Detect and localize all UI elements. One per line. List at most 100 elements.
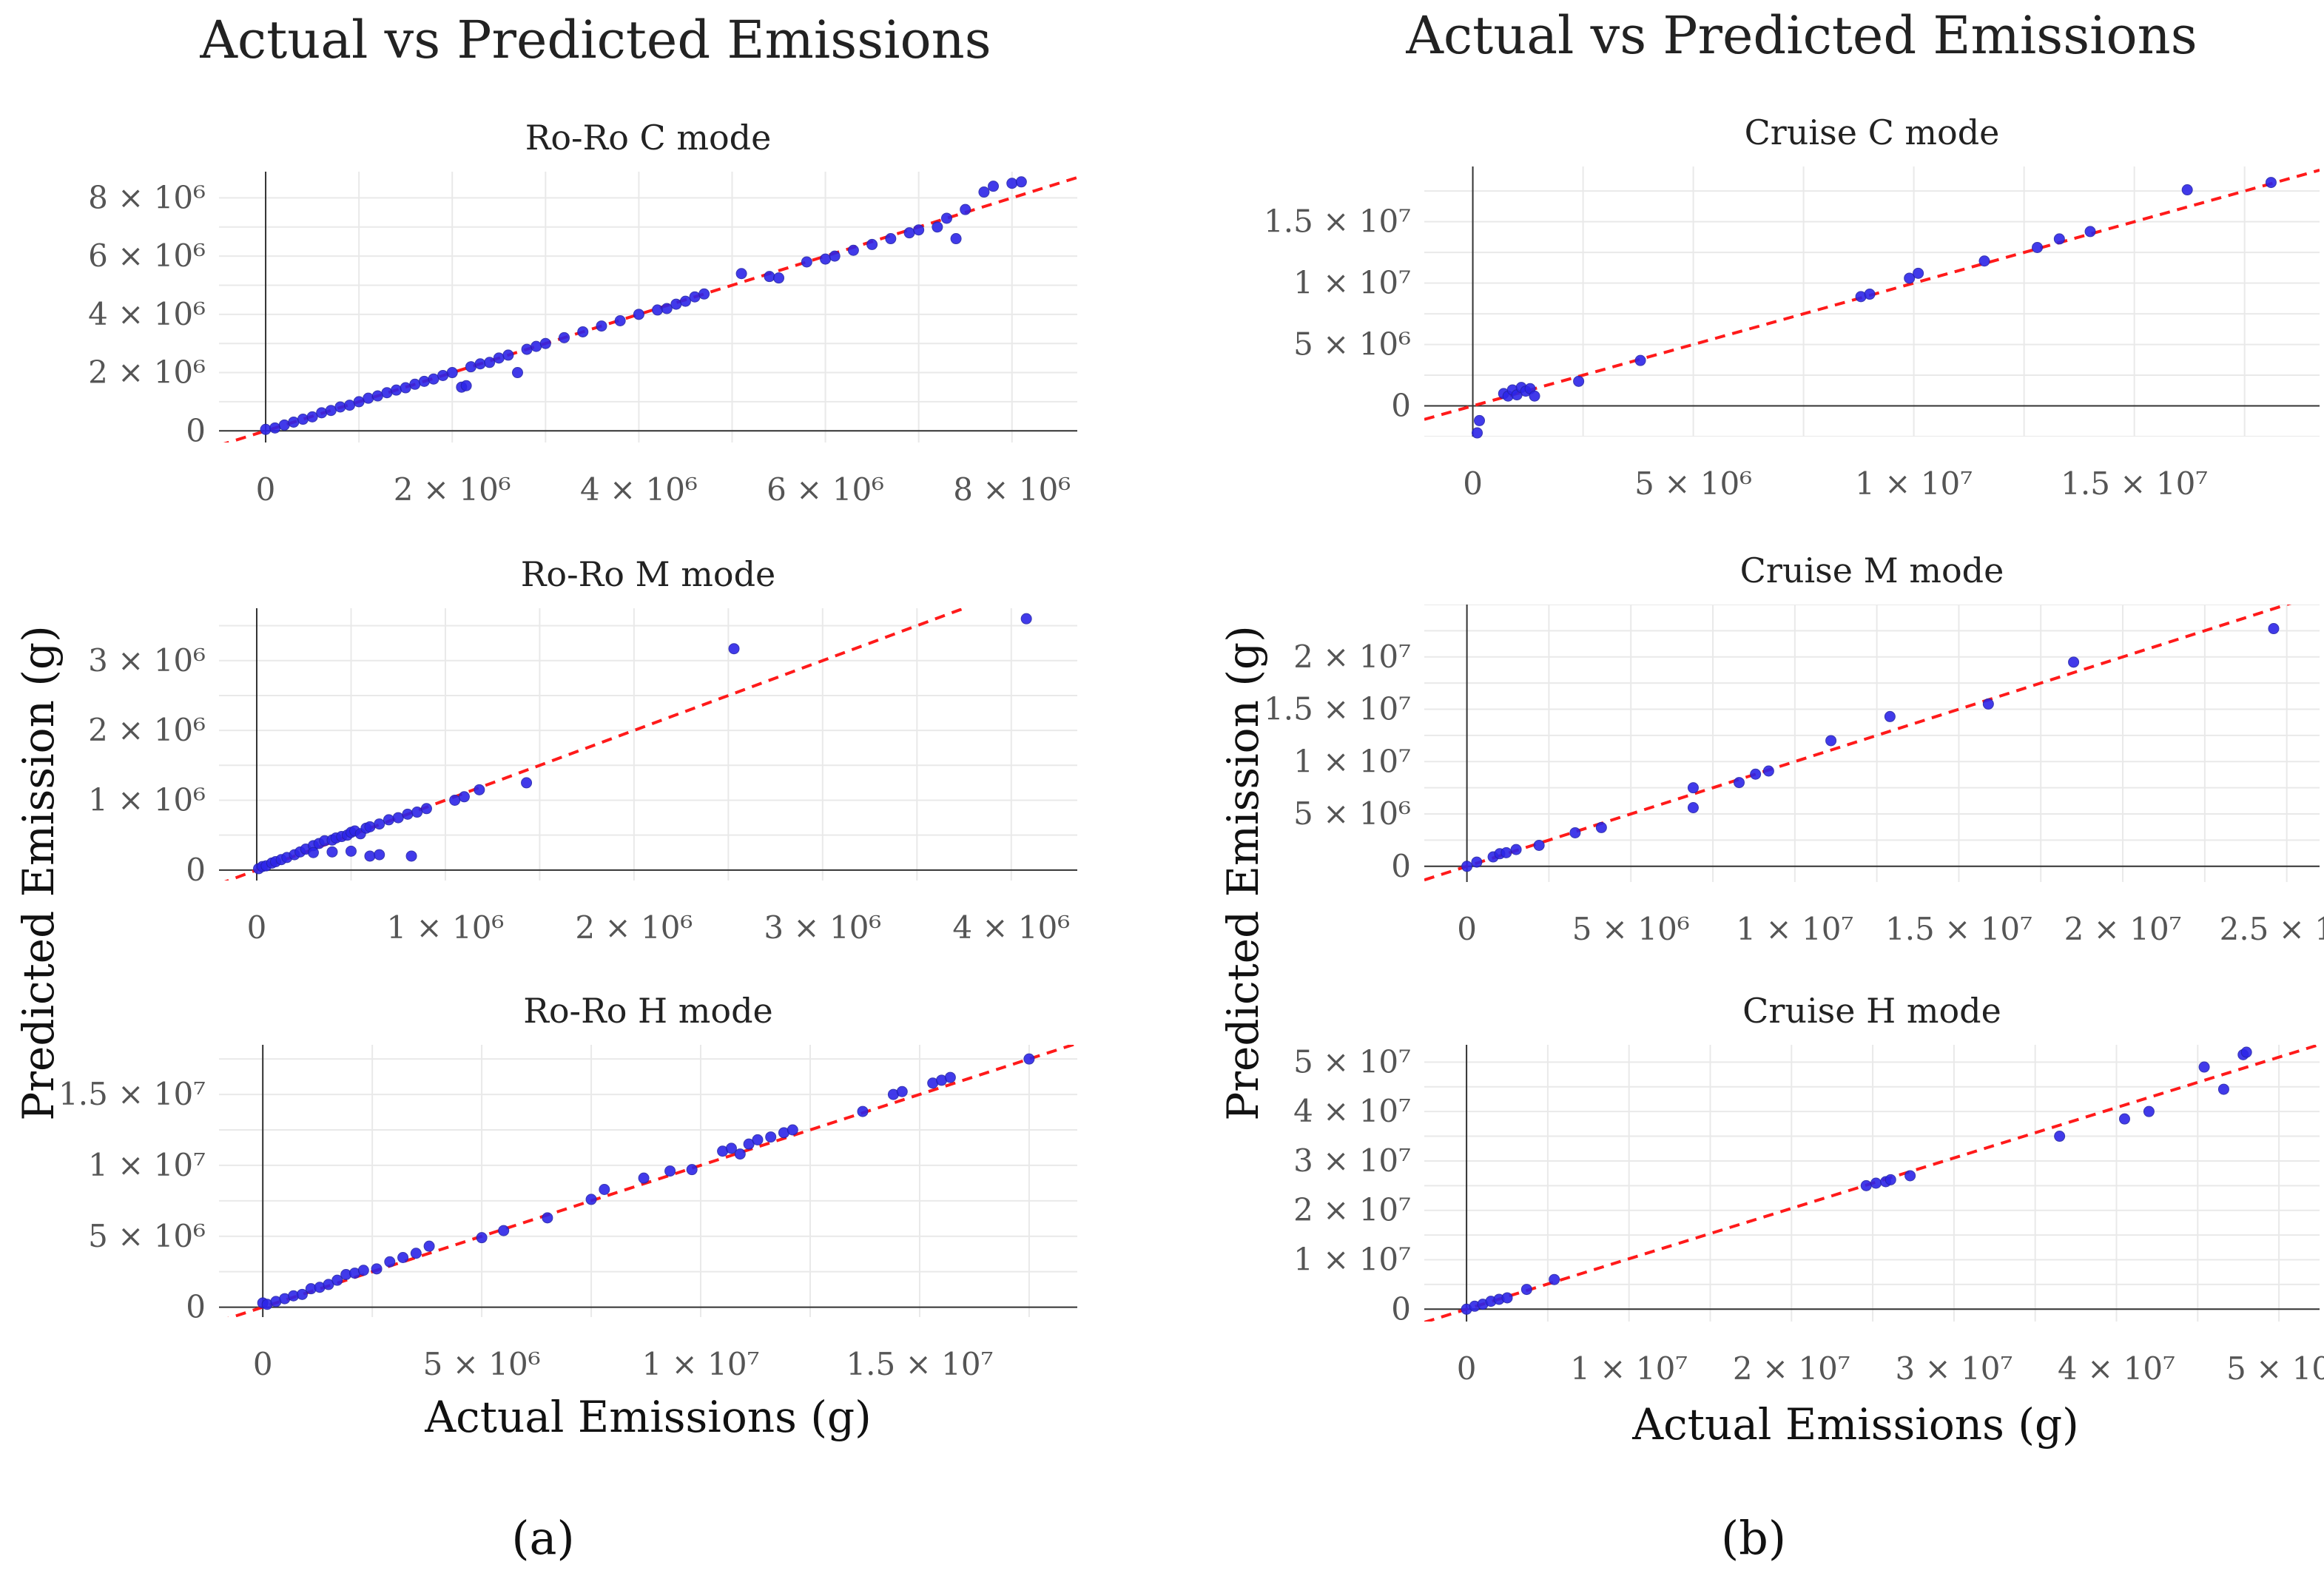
- y-tick-label: 1.5 × 10⁷: [1264, 203, 1411, 240]
- data-point: [1904, 272, 1916, 284]
- x-tick-label: 1.5 × 10⁷: [2061, 465, 2208, 502]
- y-tick-label: 1 × 10⁷: [1293, 265, 1411, 301]
- y-tick-label: 3 × 10⁶: [88, 642, 206, 679]
- x-tick-label: 5 × 10⁶: [1572, 911, 1690, 947]
- data-point: [296, 1288, 308, 1300]
- data-point: [2143, 1105, 2155, 1117]
- data-point: [633, 309, 644, 320]
- data-point: [364, 850, 376, 862]
- panel-cruise-c: Cruise C mode 0 5 × 10⁶ 1 × 10⁷ 1.5 × 10⁷ 0 5 …: [1264, 112, 2320, 502]
- x-tick-label: 1 × 10⁷: [1570, 1350, 1688, 1387]
- data-point: [1884, 710, 1896, 722]
- data-point: [1978, 255, 1990, 267]
- data-point: [2054, 1131, 2066, 1142]
- data-points: [257, 1053, 1035, 1310]
- y-tick-label: 5 × 10⁶: [88, 1218, 206, 1254]
- data-point: [773, 272, 785, 284]
- panel-roro-h: Ro-Ro H mode 0 5 × 10⁶ 1 × 10⁷ 1.5 × 10⁷ 0 5 ×…: [58, 991, 1077, 1382]
- data-point: [446, 367, 458, 379]
- data-point: [1885, 1174, 1896, 1185]
- data-point: [978, 186, 990, 198]
- left-y-axis-title: Predicted Emission (g): [13, 625, 64, 1121]
- data-point: [670, 298, 682, 310]
- data-point: [787, 1124, 798, 1136]
- data-points: [1461, 1046, 2252, 1315]
- data-point: [260, 423, 272, 435]
- data-point: [2053, 233, 2065, 245]
- y-tick-label: 5 × 10⁷: [1293, 1043, 1411, 1080]
- data-point: [1006, 178, 1018, 189]
- data-point: [423, 1240, 435, 1252]
- data-point: [913, 224, 925, 236]
- x-tick-label: 4 × 10⁶: [952, 909, 1070, 946]
- data-point: [1913, 267, 1924, 279]
- panel-roro-m: Ro-Ro M mode 0 1 × 10⁶ 2 × 10⁶ 3 × 10⁶ 4 × 10…: [88, 554, 1077, 946]
- x-tick-label: 6 × 10⁶: [767, 471, 884, 508]
- data-point: [1549, 1273, 1560, 1285]
- data-point: [391, 384, 403, 396]
- data-point: [316, 407, 328, 419]
- data-point: [940, 212, 952, 224]
- data-point: [460, 380, 472, 391]
- panel-title: Cruise C mode: [1745, 112, 2000, 152]
- data-point: [2198, 1061, 2210, 1073]
- data-point: [2032, 242, 2044, 253]
- data-point: [847, 244, 859, 256]
- data-point: [484, 357, 496, 368]
- data-point: [1529, 390, 1540, 402]
- data-point: [577, 326, 589, 337]
- data-point: [857, 1105, 869, 1117]
- y-tick-label: 1.5 × 10⁷: [58, 1076, 206, 1112]
- data-point: [428, 373, 439, 385]
- x-tick-label: 0: [256, 471, 276, 508]
- data-point: [502, 349, 514, 361]
- y-tick-label: 1 × 10⁷: [88, 1147, 206, 1183]
- data-point: [2181, 184, 2193, 196]
- data-point: [521, 777, 533, 789]
- x-tick-label: 4 × 10⁷: [2058, 1350, 2175, 1387]
- data-point: [960, 203, 971, 215]
- data-point: [1461, 861, 1473, 872]
- right-subfigure-label: (b): [1721, 1511, 1786, 1565]
- data-point: [334, 401, 346, 413]
- data-point: [903, 227, 915, 239]
- data-point: [325, 405, 337, 417]
- x-tick-label: 3 × 10⁶: [764, 909, 881, 946]
- data-point: [585, 1194, 597, 1205]
- data-point: [511, 367, 523, 379]
- x-tick-label: 1 × 10⁷: [642, 1346, 760, 1382]
- x-tick-label: 0: [1463, 465, 1483, 502]
- data-point: [269, 422, 281, 434]
- y-tick-label: 8 × 10⁶: [88, 179, 206, 215]
- data-point: [1762, 765, 1774, 777]
- data-point: [728, 643, 740, 655]
- data-point: [331, 1274, 343, 1286]
- x-tick-label: 5 × 10: [2226, 1350, 2324, 1387]
- data-point: [1472, 427, 1483, 439]
- data-point: [1569, 827, 1581, 838]
- right-y-axis-title: Predicted Emission (g): [1218, 625, 1268, 1121]
- data-point: [661, 303, 673, 314]
- data-point: [410, 1248, 422, 1259]
- data-point: [326, 846, 338, 858]
- y-tick-label: 4 × 10⁷: [1293, 1093, 1411, 1129]
- x-tick-label: 1 × 10⁶: [386, 909, 504, 946]
- data-point: [2265, 177, 2277, 189]
- data-point: [734, 1148, 746, 1160]
- data-point: [2068, 656, 2080, 668]
- panel-title: Cruise H mode: [1742, 991, 2001, 1031]
- right-x-axis-title: Actual Emissions (g): [1631, 1399, 2078, 1450]
- data-point: [1595, 821, 1607, 833]
- data-point: [357, 1265, 369, 1276]
- right-figure-title: Actual vs Predicted Emissions: [1405, 5, 2197, 66]
- x-tick-label: 2 × 10⁷: [1733, 1350, 1850, 1387]
- data-point: [288, 416, 300, 428]
- data-point: [885, 233, 897, 245]
- data-point: [820, 253, 832, 265]
- data-point: [596, 320, 607, 332]
- data-point: [1474, 414, 1486, 426]
- data-point: [1860, 1179, 1872, 1191]
- fit-line: [1424, 605, 2292, 882]
- y-tick-label: 1 × 10⁶: [88, 781, 206, 818]
- y-tick-label: 0: [186, 1289, 206, 1325]
